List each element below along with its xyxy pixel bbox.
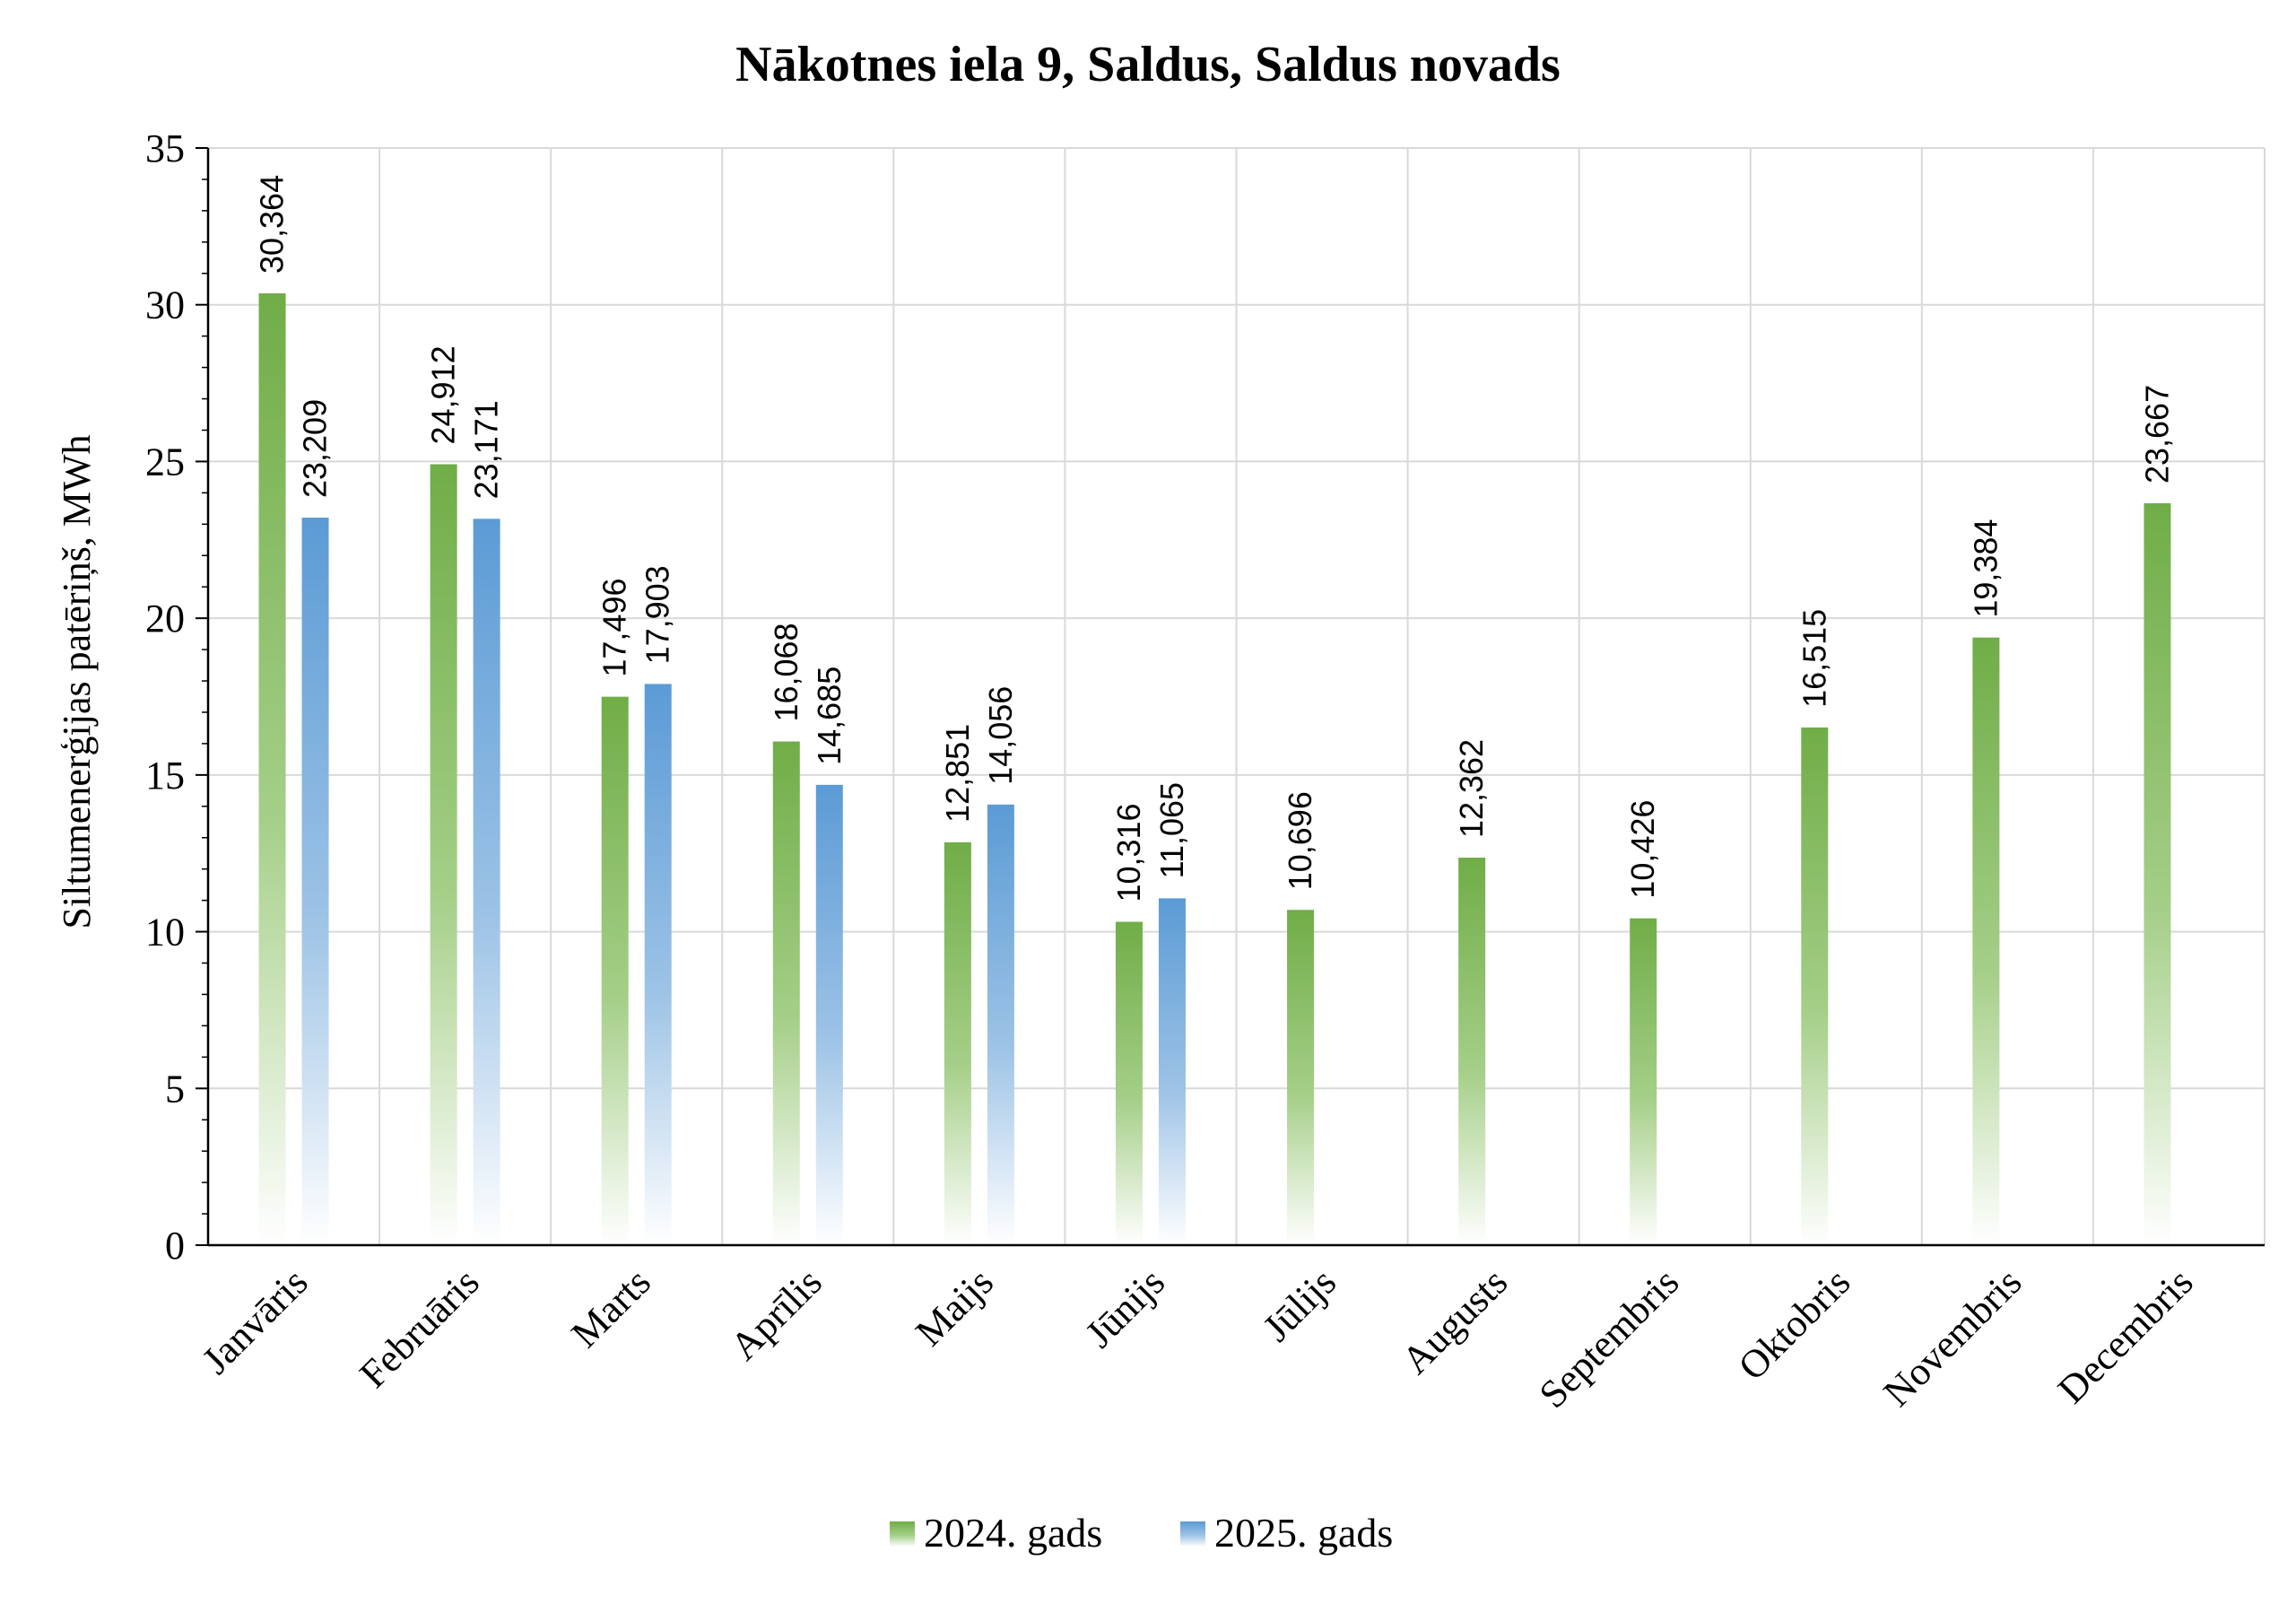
data-label: 17,903 <box>639 565 676 664</box>
x-tick-label: Oktobris <box>1730 1260 1859 1389</box>
x-tick-label: Novembris <box>1875 1260 2031 1415</box>
y-tick-label: 10 <box>145 911 185 955</box>
x-tick-label: Decembris <box>2049 1260 2201 1411</box>
data-label: 10,696 <box>1282 791 1318 890</box>
bar-2025 <box>644 684 672 1245</box>
x-tick-label: Maijs <box>907 1260 1002 1355</box>
legend-swatch-2025 <box>1180 1521 1205 1547</box>
bar-2024 <box>944 841 971 1245</box>
bar-2024 <box>430 464 457 1245</box>
bar-2024 <box>1801 727 1829 1245</box>
data-label: 14,056 <box>982 686 1019 785</box>
data-label: 11,065 <box>1153 782 1190 878</box>
chart-title: Nākotnes iela 9, Saldus, Saldus novads <box>735 37 1561 92</box>
legend-label: 2025. gads <box>1214 1510 1393 1556</box>
bar-2024 <box>772 741 800 1245</box>
y-axis-label: Siltumenerģijas patēriņš, MWh <box>55 434 99 928</box>
x-tick-label: Februāris <box>352 1260 488 1396</box>
bar-2025 <box>815 784 843 1245</box>
data-label: 19,384 <box>1967 519 2004 618</box>
y-tick-label: 30 <box>145 283 185 327</box>
legend-label: 2024. gads <box>924 1510 1102 1556</box>
x-tick-label: Janvāris <box>194 1260 317 1382</box>
bar-2024 <box>601 696 629 1245</box>
x-tick-label: Augusts <box>1394 1260 1517 1382</box>
data-label: 10,426 <box>1624 800 1661 899</box>
bar-2024 <box>1972 637 2000 1245</box>
bar-2024 <box>2144 503 2171 1245</box>
bar-2025 <box>473 519 500 1245</box>
bar-2025 <box>301 518 329 1245</box>
y-tick-label: 0 <box>165 1224 185 1268</box>
y-tick-label: 25 <box>145 440 185 484</box>
data-label: 24,912 <box>425 345 462 444</box>
x-tick-label: Jūlijs <box>1255 1260 1344 1349</box>
data-label: 14,685 <box>811 667 848 765</box>
legend-swatch-2024 <box>890 1521 915 1547</box>
x-tick-label: Aprīlis <box>722 1260 831 1368</box>
x-tick-label: Jūnijs <box>1077 1260 1173 1356</box>
data-label: 17,496 <box>596 579 633 677</box>
y-tick-label: 20 <box>145 597 185 641</box>
data-label: 23,209 <box>297 399 334 498</box>
x-tick-label: Marts <box>563 1260 659 1356</box>
y-tick-label: 5 <box>165 1067 185 1111</box>
bar-2024 <box>1287 910 1315 1245</box>
bar-2024 <box>258 292 286 1245</box>
axes <box>196 147 2265 1247</box>
data-label: 10,316 <box>1110 803 1147 902</box>
bar-2025 <box>1158 898 1186 1245</box>
y-tick-label: 15 <box>145 754 185 798</box>
bar-2025 <box>987 804 1014 1245</box>
x-tick-label: Septembris <box>1531 1260 1688 1417</box>
data-label: 12,362 <box>1453 739 1490 838</box>
grid-lines <box>208 147 2266 1245</box>
data-label: 30,364 <box>254 175 291 274</box>
bar-2024 <box>1458 858 1486 1245</box>
data-label: 16,068 <box>768 623 804 721</box>
data-label: 23,667 <box>2138 385 2175 484</box>
data-label: 16,515 <box>1796 609 1832 708</box>
data-label: 12,851 <box>939 724 976 823</box>
bar-2024 <box>1630 918 1657 1245</box>
y-tick-label: 35 <box>145 126 185 170</box>
data-label: 23,171 <box>468 400 505 499</box>
bar-2024 <box>1115 921 1143 1245</box>
legend: 2024. gads 2025. gads <box>890 1510 1393 1556</box>
bars <box>258 292 2171 1245</box>
